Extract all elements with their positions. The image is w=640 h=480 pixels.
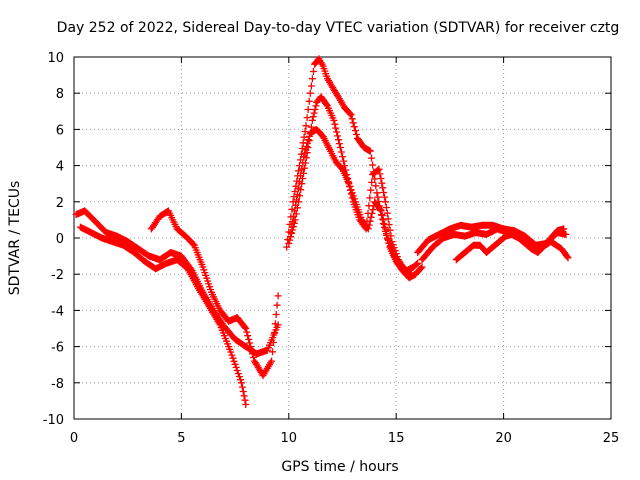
y-tick-label: -2 — [51, 268, 64, 283]
y-axis-label: SDTVAR / TECUs — [7, 181, 23, 296]
series-markers — [452, 225, 568, 264]
x-tick-label: 25 — [603, 431, 620, 446]
series-markers — [76, 223, 250, 408]
y-tick-label: 0 — [56, 232, 64, 247]
series-track-6 — [287, 125, 422, 275]
x-tick-label: 10 — [281, 431, 298, 446]
series-track-2 — [76, 223, 250, 408]
x-tick-label: 5 — [177, 431, 185, 446]
series-markers — [287, 125, 422, 275]
y-tick-label: 6 — [56, 123, 64, 138]
y-tick-label: -4 — [51, 304, 64, 319]
x-tick-label: 20 — [495, 431, 512, 446]
data-points — [72, 55, 572, 408]
y-tick-label: 4 — [56, 160, 64, 175]
y-tick-labels: -10 -8 -6 -4 -2 0 2 4 6 8 10 — [43, 51, 64, 428]
series-track-3 — [147, 207, 282, 380]
y-tick-label: -8 — [51, 377, 64, 392]
y-tick-label: 10 — [47, 51, 64, 66]
plot-frame — [73, 56, 612, 420]
y-tick-label: -10 — [43, 413, 64, 428]
y-tick-label: -6 — [51, 341, 64, 356]
series-track-9 — [452, 225, 568, 264]
y-tick-label: 2 — [56, 196, 64, 211]
x-tick-label: 15 — [388, 431, 405, 446]
grid-lines — [74, 57, 611, 419]
x-axis-label: GPS time / hours — [281, 459, 398, 475]
y-tick-label: 8 — [56, 87, 64, 102]
x-tick-labels: 0 5 10 15 20 25 — [70, 431, 619, 446]
x-tick-label: 0 — [70, 431, 78, 446]
chart-title: Day 252 of 2022, Sidereal Day-to-day VTE… — [57, 20, 620, 36]
series-markers — [147, 207, 282, 380]
